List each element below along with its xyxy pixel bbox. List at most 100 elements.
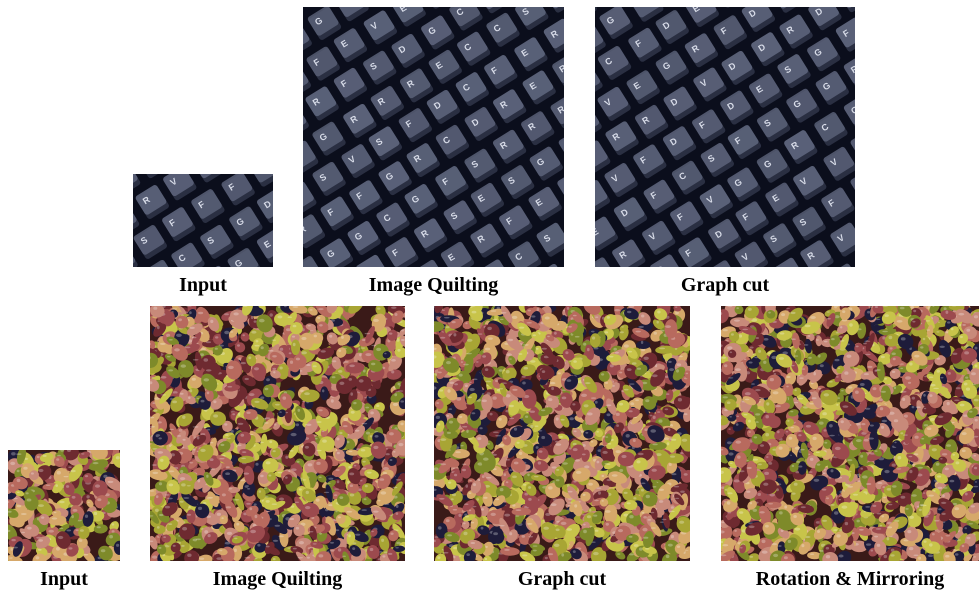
svg-text:R: R <box>785 24 796 36</box>
svg-text:V: V <box>699 77 709 89</box>
svg-text:E: E <box>520 47 530 59</box>
svg-text:F: F <box>326 206 336 218</box>
svg-text:F: F <box>638 154 648 166</box>
svg-text:F: F <box>697 119 707 131</box>
caption-keyboard-quilting: Image Quilting <box>368 274 499 296</box>
svg-text:G: G <box>384 170 395 182</box>
svg-text:R: R <box>849 63 855 75</box>
svg-text:S: S <box>506 175 516 187</box>
keyboard-graphcut-texture: EVERCGGRRGCGGRSDSGRVFRVEVFERGGRSRCCEFVSG… <box>595 7 855 267</box>
svg-text:R: R <box>526 120 537 132</box>
svg-text:C: C <box>462 41 473 53</box>
svg-text:C: C <box>492 22 503 34</box>
svg-text:F: F <box>404 118 414 130</box>
svg-text:C: C <box>820 121 831 133</box>
svg-text:D: D <box>814 7 825 18</box>
svg-text:D: D <box>725 100 736 112</box>
svg-text:G: G <box>313 15 324 27</box>
svg-text:E: E <box>534 197 544 209</box>
svg-text:R: R <box>348 113 359 125</box>
svg-text:R: R <box>498 139 509 151</box>
svg-text:F: F <box>733 135 743 147</box>
svg-text:R: R <box>556 104 564 116</box>
svg-text:V: V <box>705 194 715 206</box>
svg-text:D: D <box>262 198 273 210</box>
svg-text:V: V <box>168 176 178 188</box>
svg-text:V: V <box>740 251 750 263</box>
olives-quilting-image <box>150 306 405 561</box>
svg-text:G: G <box>318 131 329 143</box>
svg-text:F: F <box>339 78 349 90</box>
svg-text:R: R <box>303 224 308 236</box>
svg-text:G: G <box>661 60 672 72</box>
svg-text:S: S <box>768 233 778 245</box>
keyboard-input-image: EFSFCEEFRDGVVDVDSVDESFCCDFFFFSECRCVVFRVE… <box>133 174 273 267</box>
caption-keyboard-input: Input <box>179 274 227 296</box>
svg-text:F: F <box>441 176 451 188</box>
svg-text:D: D <box>661 19 672 31</box>
svg-text:R: R <box>412 152 423 164</box>
svg-text:S: S <box>139 235 149 247</box>
keyboard-input-texture: EFSFCEEFRDGVVDVDSVDESFCCDFFFFSECRCVVFRVE… <box>133 174 273 267</box>
svg-text:C: C <box>455 7 466 18</box>
svg-text:C: C <box>177 252 188 264</box>
svg-text:S: S <box>520 7 530 17</box>
svg-text:F: F <box>504 215 514 227</box>
svg-text:R: R <box>806 249 817 261</box>
svg-text:V: V <box>610 173 620 185</box>
caption-olives-graphcut: Graph cut <box>517 568 607 590</box>
svg-text:S: S <box>368 60 378 72</box>
svg-text:D: D <box>341 7 352 9</box>
svg-text:C: C <box>461 81 472 93</box>
svg-text:S: S <box>762 117 772 129</box>
svg-text:R: R <box>476 233 487 245</box>
svg-text:S: S <box>783 64 793 76</box>
svg-text:G: G <box>234 216 245 228</box>
svg-text:G: G <box>535 156 546 168</box>
olives-quilting-texture <box>150 306 405 561</box>
svg-text:S: S <box>470 158 480 170</box>
svg-text:D: D <box>432 99 443 111</box>
svg-text:E: E <box>595 226 600 238</box>
svg-text:S: S <box>374 136 384 148</box>
svg-text:G: G <box>410 193 421 205</box>
keyboard-quilting-image: VFCDEGSVRGVCGESEEFGGGVGRGCVEVRCRVCRCSSDE… <box>303 7 564 267</box>
svg-text:S: S <box>635 7 645 9</box>
olives-graphcut-texture <box>434 306 690 561</box>
svg-text:F: F <box>167 217 177 229</box>
svg-text:E: E <box>476 193 486 205</box>
svg-text:C: C <box>441 134 452 146</box>
svg-text:R: R <box>690 42 701 54</box>
svg-text:F: F <box>227 181 237 193</box>
svg-text:F: F <box>634 38 644 50</box>
svg-text:G: G <box>762 158 773 170</box>
svg-text:D: D <box>669 96 680 108</box>
svg-text:G: G <box>325 248 336 260</box>
svg-text:C: C <box>382 212 393 224</box>
svg-text:R: R <box>141 194 152 206</box>
caption-olives-input: Input <box>40 568 88 590</box>
svg-text:D: D <box>655 264 666 267</box>
caption-olives-quilting: Image Quilting <box>212 568 343 590</box>
svg-text:D: D <box>361 264 372 267</box>
svg-text:F: F <box>196 199 206 211</box>
svg-text:E: E <box>771 192 781 204</box>
svg-text:R: R <box>617 249 628 261</box>
svg-text:C: C <box>513 251 524 263</box>
svg-text:E: E <box>262 238 272 250</box>
olives-graphcut-image <box>434 306 690 561</box>
svg-text:S: S <box>318 172 328 184</box>
svg-text:C: C <box>849 104 855 116</box>
svg-text:V: V <box>369 20 379 32</box>
svg-text:D: D <box>470 116 481 128</box>
svg-text:E: E <box>632 80 642 92</box>
svg-text:C: C <box>603 55 614 67</box>
svg-text:C: C <box>677 170 688 182</box>
svg-text:R: R <box>498 99 509 111</box>
svg-text:R: R <box>789 139 800 151</box>
svg-text:F: F <box>312 56 322 68</box>
olives-input-texture <box>8 450 120 561</box>
svg-text:R: R <box>611 130 622 142</box>
svg-text:F: F <box>826 197 836 209</box>
